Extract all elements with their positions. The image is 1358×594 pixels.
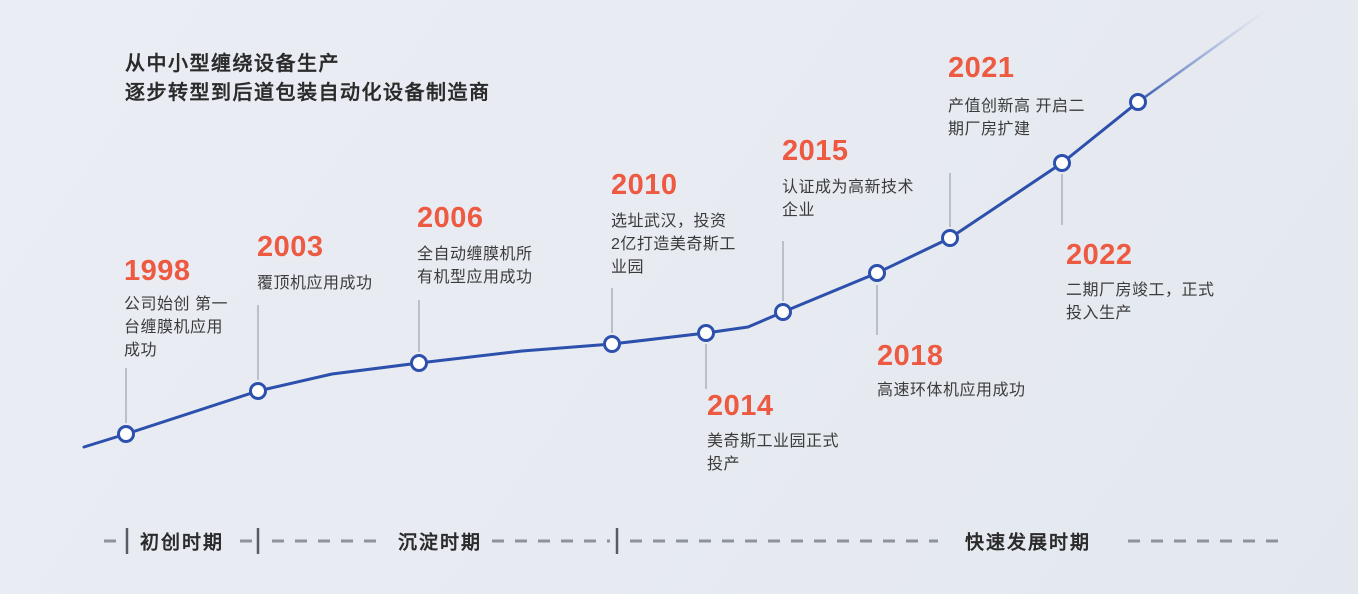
data-point-marker	[410, 354, 428, 372]
milestone-year: 1998	[124, 255, 191, 287]
data-point-marker	[249, 382, 267, 400]
milestone-year: 2006	[417, 202, 484, 234]
header-line2: 逐步转型到后道包装自动化设备制造商	[125, 82, 491, 104]
data-point-marker	[603, 335, 621, 353]
milestone-year: 2014	[707, 390, 774, 422]
milestone-description: 全自动缠膜机所 有机型应用成功	[417, 246, 533, 286]
milestone-year: 2010	[611, 169, 678, 201]
header-line1: 从中小型缠绕设备生产	[125, 53, 340, 75]
data-point-marker	[1129, 93, 1147, 111]
growth-curve-line	[82, 100, 1140, 449]
data-point-marker	[1053, 154, 1071, 172]
data-point-marker	[941, 229, 959, 247]
data-point-marker	[697, 324, 715, 342]
milestone-year: 2021	[948, 52, 1015, 84]
milestone-year: 2015	[782, 135, 849, 167]
milestone-description: 二期厂房竣工，正式 投入生产	[1066, 282, 1215, 322]
period-label: 沉淀时期	[397, 532, 483, 554]
period-label: 初创时期	[139, 532, 225, 554]
milestone-year: 2003	[257, 231, 324, 263]
data-point-marker	[774, 303, 792, 321]
data-point-markers	[117, 93, 1147, 443]
page-title: 从中小型缠绕设备生产 逐步转型到后道包装自动化设备制造商	[125, 50, 491, 108]
milestone-description: 选址武汉，投资 2亿打造美奇斯工 业园	[611, 213, 736, 276]
milestone-description: 公司始创 第一 台缠膜机应用 成功	[124, 296, 228, 359]
milestone-description: 高速环体机应用成功	[877, 382, 1026, 399]
period-label: 快速发展时期	[964, 532, 1092, 554]
milestone-description: 产值创新高 开启二 期厂房扩建	[948, 98, 1085, 138]
milestone-description: 美奇斯工业园正式 投产	[707, 433, 840, 473]
milestone-year: 2022	[1066, 239, 1133, 271]
data-point-marker	[868, 264, 886, 282]
milestone-description: 覆顶机应用成功	[257, 275, 373, 292]
milestone-description: 认证成为高新技术 企业	[782, 179, 915, 219]
growth-curve	[82, 4, 1273, 449]
milestone-year: 2018	[877, 340, 944, 372]
milestone-connector-lines	[125, 173, 1063, 423]
period-axis	[104, 528, 1282, 554]
growth-curve-tail	[1137, 4, 1273, 104]
data-point-marker	[117, 425, 135, 443]
